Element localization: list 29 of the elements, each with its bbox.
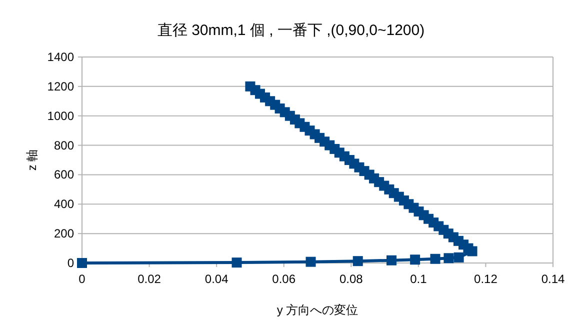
point: [352, 256, 363, 266]
y-tick-label: 1000: [47, 108, 74, 123]
x-tick-label: 0.02: [138, 272, 162, 286]
point: [386, 255, 397, 266]
x-tick-label: 0.04: [204, 272, 229, 286]
x-tick-label: 0.14: [541, 272, 565, 286]
x-tick-label: 0.1: [410, 272, 428, 286]
point: [77, 258, 87, 268]
x-tick-label: 0.12: [474, 272, 498, 286]
point: [430, 254, 440, 264]
y-tick-label: 200: [54, 226, 74, 241]
y-axis-title: z 軸: [25, 149, 39, 171]
x-axis-title: y 方向への変位: [276, 303, 358, 317]
x-tick-label: 0.08: [339, 272, 364, 286]
y-tick-label: 400: [54, 197, 74, 212]
point: [410, 254, 420, 265]
point: [306, 256, 316, 267]
y-tick-label: 1200: [47, 79, 74, 94]
point: [245, 81, 256, 92]
point: [454, 252, 464, 262]
point: [444, 253, 454, 264]
y-tick-label: 0: [67, 256, 74, 270]
point: [232, 258, 242, 268]
y-tick-label: 600: [54, 168, 74, 182]
chart-title: 直径 30mm,1 個 , 一番下 ,(0,90,0~1200): [157, 22, 425, 39]
x-tick-label: 0: [78, 272, 86, 286]
y-tick-label: 800: [54, 138, 74, 152]
x-tick-label: 0.06: [272, 272, 296, 286]
y-tick-label: 1400: [47, 50, 74, 64]
